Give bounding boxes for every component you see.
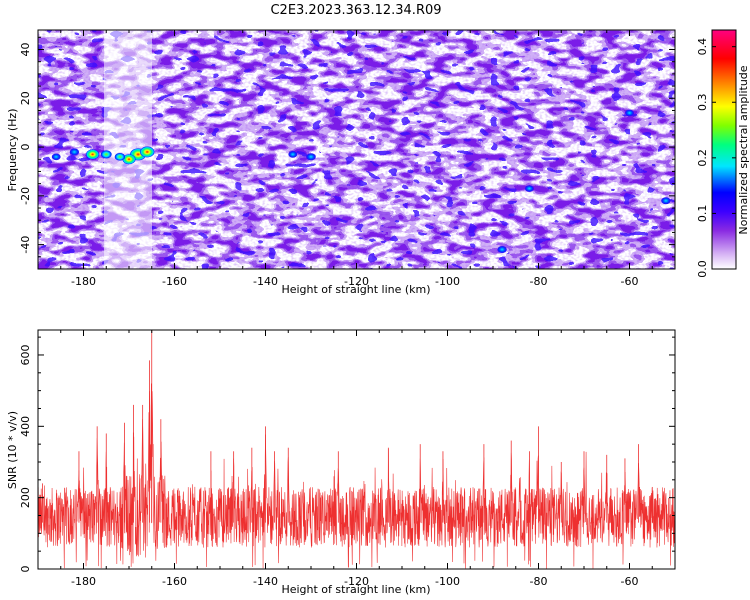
colorbar-tick-label: 0.1 <box>696 205 709 223</box>
heatmap-hotspot <box>288 151 298 158</box>
heatmap-x-tick-label: -100 <box>435 275 460 288</box>
colorbar-tick-label: 0.2 <box>696 149 709 167</box>
heatmap-y-tick-label: -40 <box>19 236 32 254</box>
heatmap-hotspot <box>51 153 61 161</box>
snr-x-tick-label: -160 <box>162 575 187 588</box>
heatmap-x-tick-label: -60 <box>621 275 639 288</box>
heatmap-hotspot <box>625 109 634 117</box>
snr-y-tick-label: 200 <box>19 487 32 508</box>
heatmap-hotspot <box>140 146 155 158</box>
heatmap-hotspot <box>661 197 671 205</box>
heatmap-x-tick-label: -160 <box>162 275 187 288</box>
snr-y-tick-label: 600 <box>19 344 32 365</box>
heatmap-y-tick-label: -20 <box>19 187 32 205</box>
snr-x-tick-label: -100 <box>435 575 460 588</box>
snr-y-tick-label: 0 <box>19 566 32 573</box>
heatmap-x-tick-label: -180 <box>71 275 96 288</box>
heatmap-hotspot <box>497 245 507 253</box>
hotspot-layer <box>51 109 671 253</box>
heatmap-x-axis: -180 -160 -140 -120 -100 -80 -60 <box>37 30 676 288</box>
snr-y-label: SNR (10 * v/v) <box>6 411 19 489</box>
heatmap-y-tick-label: 20 <box>19 91 32 105</box>
snr-x-tick-label: -120 <box>344 575 369 588</box>
colorbar-tick-label: 0.0 <box>696 260 709 278</box>
snr-y-tick-label: 400 <box>19 416 32 437</box>
snr-x-tick-label: -60 <box>621 575 639 588</box>
snr-x-tick-label: -180 <box>71 575 96 588</box>
colorbar-label: Normalized spectral amplitude <box>737 65 750 234</box>
colorbar-tick-label: 0.4 <box>696 38 709 56</box>
heatmap-hotspot <box>122 154 136 165</box>
heatmap-image <box>38 30 675 269</box>
heatmap-hotspot <box>306 153 316 161</box>
heatmap-hotspot <box>524 185 534 192</box>
colorbar: 0.0 0.1 0.2 0.3 0.4 Normalized spectral ampl… <box>696 29 750 278</box>
heatmap-hotspot <box>86 149 100 160</box>
colorbar-tick-label: 0.3 <box>696 94 709 112</box>
snr-x-tick-label: -140 <box>253 575 278 588</box>
heatmap-x-tick-label: -140 <box>253 275 278 288</box>
snr-x-axis: -180 -160 -140 -120 -100 -80 -60 <box>37 330 676 588</box>
snr-peak-layer <box>42 330 653 523</box>
colorbar-ticks: 0.0 0.1 0.2 0.3 0.4 <box>696 38 736 278</box>
heatmap-hotspot <box>69 148 80 156</box>
colorbar-gradient <box>711 29 737 270</box>
snr-x-label: Height of straight line (km) <box>281 583 430 596</box>
heatmap-hotspot <box>114 152 126 161</box>
heatmap-y-tick-label: 0 <box>19 144 32 151</box>
heatmap-y-label: Frequency (Hz) <box>6 109 19 192</box>
heatmap-y-tick-label: 40 <box>19 43 32 57</box>
chart-title: C2E3.2023.363.12.34.R09 <box>270 3 441 18</box>
heatmap-hotspot <box>100 150 112 159</box>
snr-panel: -180 -160 -140 -120 -100 -80 -60 0 200 400 600 He… <box>6 329 676 596</box>
snr-series-line <box>38 383 675 569</box>
snr-x-tick-label: -80 <box>530 575 548 588</box>
snr-y-axis: 0 200 400 600 <box>19 336 675 573</box>
heatmap-panel: -180 -160 -140 -120 -100 -80 -60 -40 -20 0 20 40 H… <box>6 29 676 296</box>
heatmap-x-tick-label: -80 <box>530 275 548 288</box>
heatmap-x-label: Height of straight line (km) <box>281 283 430 296</box>
heatmap-x-tick-label: -120 <box>344 275 369 288</box>
heatmap-y-axis: -40 -20 0 20 40 <box>19 36 675 270</box>
